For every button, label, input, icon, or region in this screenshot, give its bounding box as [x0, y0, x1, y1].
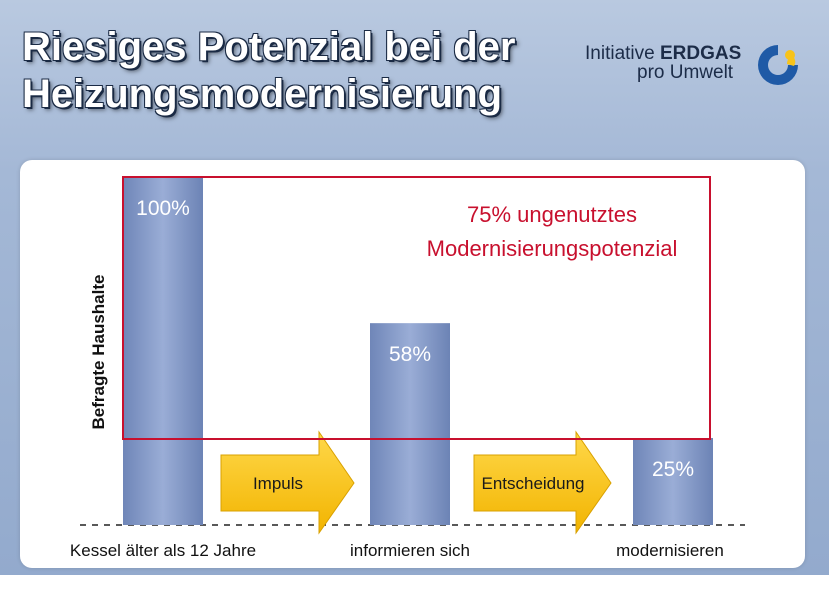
logo-text-line-2: pro Umwelt — [637, 62, 734, 83]
logo-text-line-1: Initiative ERDGAS — [585, 43, 741, 65]
title-line-2: Heizungsmodernisierung — [22, 72, 503, 116]
arrow-label-0: Impuls — [253, 474, 303, 493]
arrow-impuls — [220, 430, 355, 535]
y-axis-label: Befragte Haushalte — [89, 275, 108, 430]
slide-background: Riesiges Potenzial bei der Heizungsmoder… — [0, 0, 829, 575]
bar-value-label-2: 25% — [652, 458, 694, 481]
bar-1 — [370, 323, 450, 525]
arrow-label-1: Entscheidung — [481, 474, 584, 493]
title-line-1: Riesiges Potenzial bei der — [22, 25, 516, 69]
potential-frame — [122, 176, 711, 440]
category-label-1: informieren sich — [350, 541, 470, 560]
bar-value-label-1: 58% — [389, 343, 431, 366]
logo-flame-icon — [758, 45, 798, 85]
bar-0 — [123, 177, 203, 525]
category-label-2: modernisieren — [616, 541, 724, 560]
bar-chart: 100% 58% 25% Impuls Entscheidung 75% ungenu… — [70, 176, 745, 560]
annotation-line-1: 75% ungenutztes — [467, 202, 637, 227]
page-title: Riesiges Potenzial bei der Heizungsmoder… — [22, 24, 516, 118]
logo-initiative-text: Initiative — [585, 43, 655, 64]
arrow-entscheidung — [473, 430, 612, 535]
category-label-0: Kessel älter als 12 Jahre — [70, 541, 256, 560]
erdgas-logo: Initiative ERDGAS pro Umwelt — [585, 40, 815, 90]
bar-value-label-0: 100% — [136, 197, 190, 220]
annotation-line-2: Modernisierungspotenzial — [427, 236, 678, 261]
logo-erdgas-text: ERDGAS — [659, 43, 742, 64]
bar-2 — [633, 438, 713, 525]
